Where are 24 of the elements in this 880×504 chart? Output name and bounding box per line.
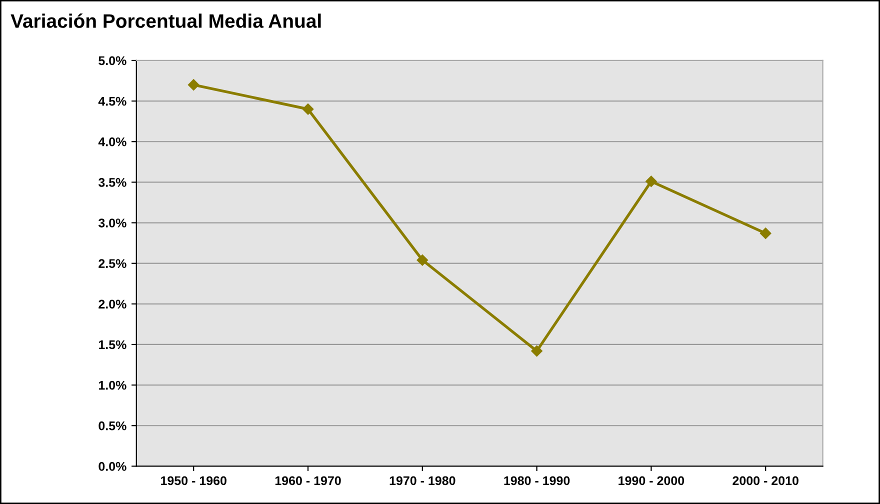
y-tick-label: 2.5% [98, 259, 126, 268]
point [302, 104, 314, 115]
point [188, 79, 200, 90]
y-tick-label: 1.5% [98, 340, 126, 350]
x-tick-label: 2000 - 2010 [732, 476, 798, 486]
y-tick-label: 4.5% [98, 96, 126, 106]
y-tick-label: 5.0% [98, 56, 126, 66]
y-tick-label: 0.0% [98, 462, 126, 471]
y-tick-label: 3.5% [98, 178, 126, 187]
x-tick-label: 1950 - 1960 [161, 476, 226, 486]
y-tick-label: 3.0% [98, 218, 126, 228]
point [646, 176, 657, 187]
point [416, 254, 428, 266]
y-tick-label: 4.0% [98, 137, 126, 146]
point [531, 345, 542, 357]
y-tick-label: 1.0% [98, 380, 126, 390]
y-tick-label: 2.0% [98, 300, 126, 309]
x-tick-label: 1970 - 1980 [390, 476, 456, 486]
y-tick-label: 0.5% [98, 421, 126, 430]
chart-title: Variación Porcentual Media Anual [10, 13, 321, 28]
x-tick-label: 1960 - 1970 [275, 476, 341, 486]
x-tick-label: 1990 - 2000 [618, 476, 684, 486]
point [760, 228, 772, 239]
x-tick-label: 1980 - 1990 [504, 476, 570, 486]
